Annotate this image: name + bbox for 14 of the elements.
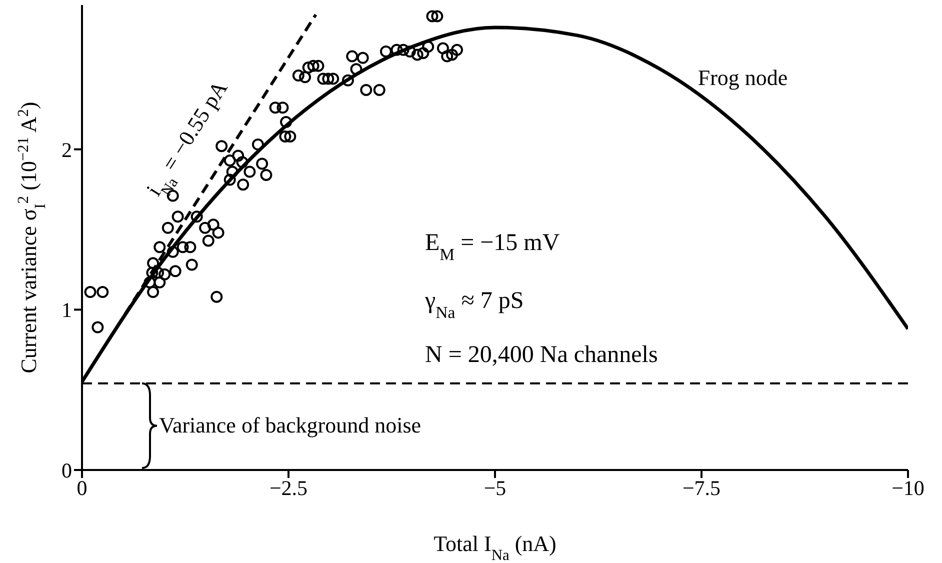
annotation: γ$_{Na}$ ≈ 7 pS [424,288,524,322]
annotation: N = 20,400 Na channels [425,342,658,368]
annotation: E$_{M}$ = −15 mV [425,230,560,264]
y-tick-label: 0 [62,458,72,482]
x-tick-label: 0 [76,476,88,500]
x-axis-title: Total I$_{Na}$ (nA) [434,531,556,563]
x-tick-label: −5 [484,476,506,500]
y-tick-label: 2 [62,138,72,162]
y-tick-label: 1 [62,298,72,322]
x-tick-label: −7.5 [682,476,721,500]
ref-line-label: Variance of background noise [159,412,422,438]
series-label: Frog node [698,65,788,90]
x-tick-label: −2.5 [269,476,308,500]
x-tick-label: −10 [892,476,924,500]
